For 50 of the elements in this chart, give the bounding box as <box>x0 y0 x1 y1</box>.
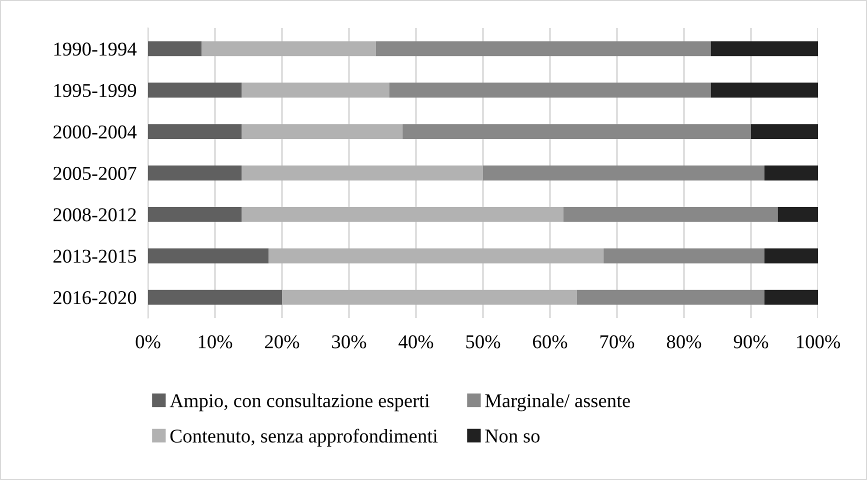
bar <box>483 166 764 180</box>
x-tick-label: 70% <box>600 335 634 348</box>
x-tick-label: 80% <box>666 335 702 348</box>
bar <box>148 82 242 98</box>
legend-label: Ampio, con consultazione esperti <box>170 394 430 412</box>
bar <box>268 248 604 264</box>
bar <box>710 82 818 98</box>
x-tick-label: 50% <box>466 335 500 348</box>
bar <box>202 41 376 56</box>
bar <box>402 124 751 140</box>
bar <box>242 124 403 140</box>
y-tick-label: 2008-2012 <box>53 208 136 222</box>
y-tick-label: 2005-2007 <box>53 166 136 180</box>
y-tick-label: 1995-1999 <box>54 84 136 98</box>
x-tick-label: 30% <box>332 335 366 348</box>
x-tick-label: 100% <box>797 335 840 348</box>
bar <box>764 248 818 264</box>
x-tick-label: 10% <box>198 335 232 348</box>
bar <box>710 41 818 56</box>
bar <box>604 248 764 264</box>
x-tick-label: 0% <box>136 335 160 348</box>
bar <box>563 206 778 222</box>
y-tick-label: 2013-2015 <box>53 250 136 263</box>
x-tick-label: 40% <box>398 335 434 348</box>
y-tick-label: 1990-1994 <box>54 42 137 56</box>
bar <box>764 290 818 305</box>
y-tick-label: 2016-2020 <box>53 291 136 304</box>
legend-label: Contenuto, senza approfondimenti <box>170 428 438 447</box>
x-tick-label: 20% <box>265 335 300 348</box>
bar <box>148 166 242 180</box>
bar <box>148 124 242 140</box>
x-tick-label: 60% <box>533 335 568 348</box>
bar <box>282 290 577 305</box>
legend-label: Non so <box>485 430 540 443</box>
x-tick-label: 90% <box>734 335 768 348</box>
bar <box>242 82 390 98</box>
bar <box>148 41 202 56</box>
bar <box>576 290 764 305</box>
y-tick-label: 2000-2004 <box>53 125 137 139</box>
bar <box>148 290 282 305</box>
bar <box>389 82 711 98</box>
bar <box>778 206 818 222</box>
bar <box>148 248 269 264</box>
bar <box>148 206 242 222</box>
bar <box>242 206 564 222</box>
bar <box>751 124 818 140</box>
bar <box>764 166 818 180</box>
bar <box>376 41 711 56</box>
legend-label: Marginale/ assente <box>485 394 630 412</box>
bar <box>242 166 483 180</box>
